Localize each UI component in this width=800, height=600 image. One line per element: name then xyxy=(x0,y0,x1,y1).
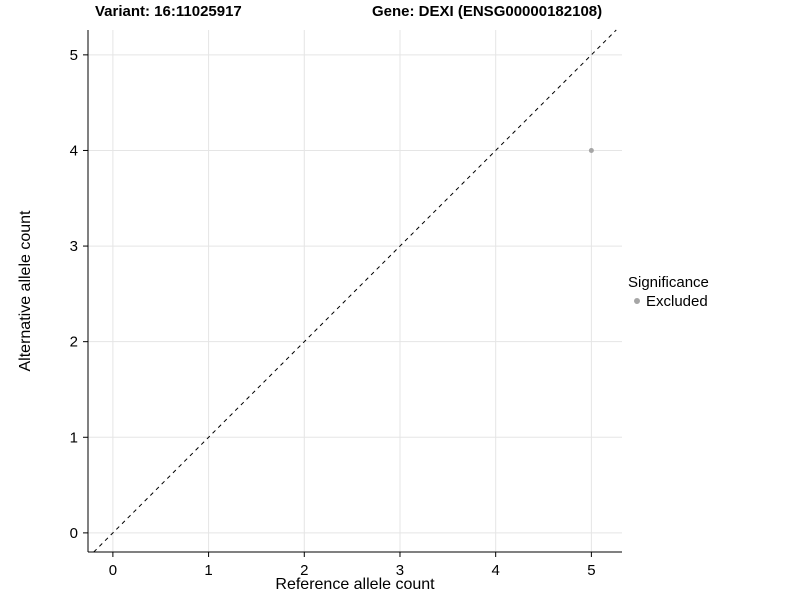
y-axis-title: Alternative allele count xyxy=(17,210,34,372)
x-tick-label: 2 xyxy=(300,562,308,579)
y-tick-label: 0 xyxy=(70,525,78,542)
plot-title-gene: Gene: DEXI (ENSG00000182108) xyxy=(372,3,602,20)
y-tick-label: 4 xyxy=(70,142,78,159)
y-tick-label: 1 xyxy=(70,429,78,446)
data-point-excluded xyxy=(588,147,594,153)
tick-labels: 0 1 2 3 4 5 0 1 2 3 4 5 xyxy=(70,47,596,579)
x-tick-label: 5 xyxy=(587,562,595,579)
legend-label-excluded: Excluded xyxy=(646,293,708,310)
y-tick-label: 2 xyxy=(70,334,78,351)
identity-line xyxy=(93,29,617,553)
legend-key-excluded-icon xyxy=(634,298,640,304)
x-tick-label: 3 xyxy=(396,562,404,579)
legend: Significance Excluded xyxy=(628,274,709,310)
x-tick-label: 4 xyxy=(492,562,500,579)
axes xyxy=(83,30,622,557)
legend-title: Significance xyxy=(628,274,709,291)
gridlines xyxy=(88,30,622,552)
y-tick-label: 5 xyxy=(70,47,78,64)
plot-title-variant: Variant: 16:11025917 xyxy=(95,3,242,20)
x-tick-label: 0 xyxy=(109,562,117,579)
x-axis-title: Reference allele count xyxy=(275,576,435,593)
x-tick-label: 1 xyxy=(204,562,212,579)
y-tick-label: 3 xyxy=(70,238,78,255)
data-points xyxy=(588,147,594,153)
